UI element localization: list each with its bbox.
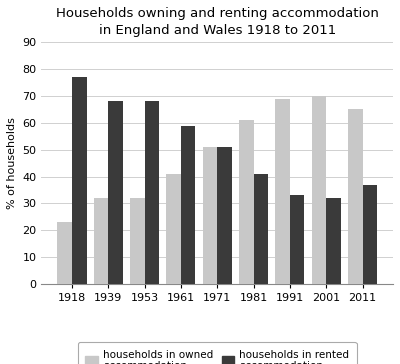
Bar — [348, 110, 362, 284]
Bar — [203, 147, 217, 284]
Legend: households in owned
accommodation, households in rented
accommodation: households in owned accommodation, house… — [78, 342, 356, 364]
Bar — [58, 222, 72, 284]
Bar — [145, 101, 159, 284]
Bar — [275, 99, 290, 284]
Bar — [290, 195, 304, 284]
Bar — [217, 147, 232, 284]
Title: Households owning and renting accommodation
in England and Wales 1918 to 2011: Households owning and renting accommodat… — [56, 7, 379, 37]
Bar — [130, 198, 145, 284]
Bar — [254, 174, 268, 284]
Bar — [72, 77, 86, 284]
Bar — [362, 185, 377, 284]
Bar — [239, 120, 254, 284]
Bar — [312, 96, 326, 284]
Y-axis label: % of households: % of households — [7, 117, 17, 209]
Bar — [108, 101, 123, 284]
Bar — [326, 198, 341, 284]
Bar — [94, 198, 108, 284]
Bar — [181, 126, 196, 284]
Bar — [166, 174, 181, 284]
